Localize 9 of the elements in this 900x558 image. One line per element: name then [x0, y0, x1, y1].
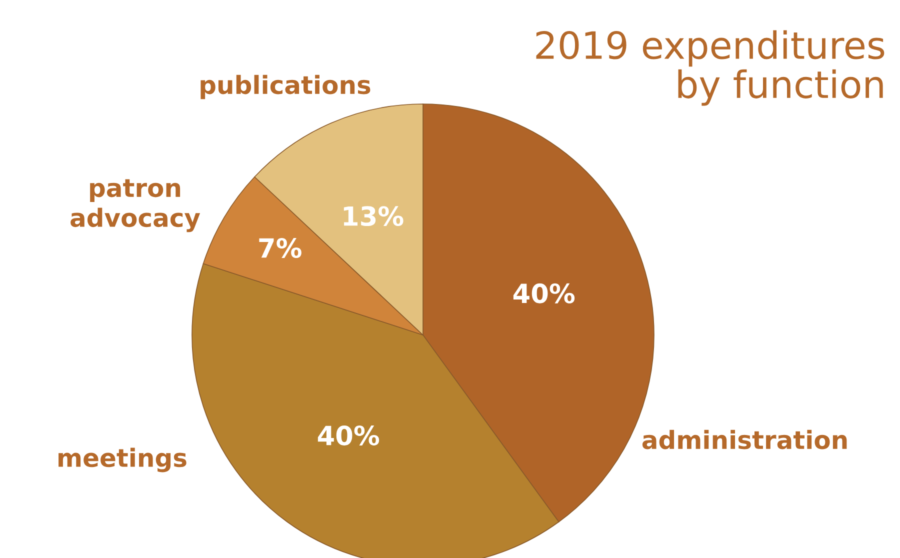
slice-label: patron advocacy — [70, 179, 200, 232]
chart-title: 2019 expenditures by function — [536, 30, 884, 106]
data-label: 40% — [318, 425, 380, 446]
slice-label: meetings — [58, 448, 186, 472]
slice-label: administration — [642, 430, 847, 450]
slice-label: publications — [200, 74, 370, 100]
data-label: 40% — [513, 283, 575, 304]
data-label: 7% — [259, 238, 302, 258]
data-label: 13% — [344, 206, 404, 226]
